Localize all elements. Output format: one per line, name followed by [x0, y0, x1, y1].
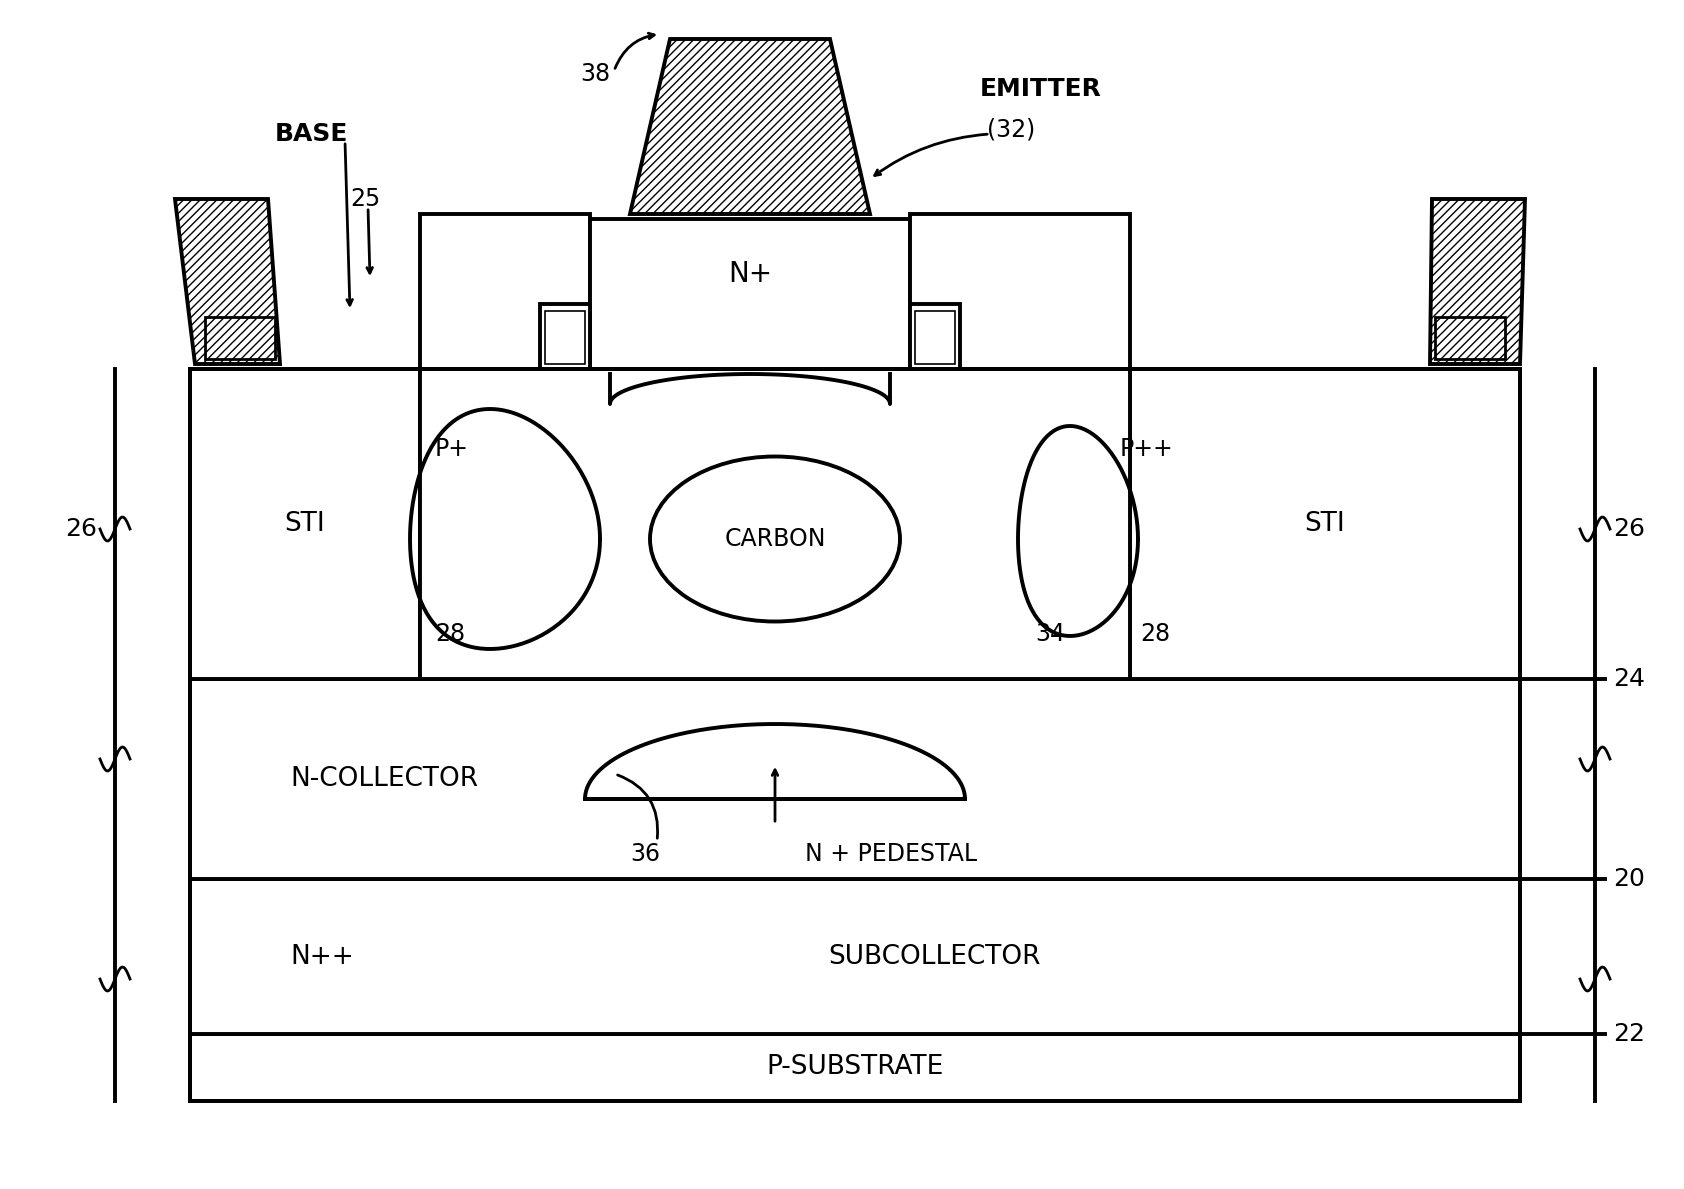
Text: 22: 22: [1613, 1023, 1645, 1046]
Ellipse shape: [650, 457, 899, 622]
Text: 28: 28: [434, 622, 465, 646]
Text: 36: 36: [630, 842, 660, 866]
Polygon shape: [175, 199, 280, 364]
Text: 25: 25: [350, 187, 381, 210]
Text: EMITTER: EMITTER: [980, 77, 1101, 101]
Bar: [589, 219, 909, 369]
Bar: [205, 317, 274, 359]
Bar: [909, 304, 960, 369]
Bar: [419, 214, 589, 369]
Bar: [190, 879, 1521, 1034]
Text: P++: P++: [1120, 438, 1174, 461]
Bar: [546, 312, 584, 364]
Text: N-COLLECTOR: N-COLLECTOR: [290, 766, 478, 792]
Text: (32): (32): [987, 117, 1036, 141]
Text: 26: 26: [66, 517, 98, 541]
Text: P+: P+: [434, 438, 470, 461]
Text: N+: N+: [727, 260, 771, 288]
Text: 24: 24: [1613, 667, 1645, 691]
Text: P-SUBSTRATE: P-SUBSTRATE: [766, 1055, 943, 1081]
Bar: [914, 312, 955, 364]
Bar: [909, 214, 1130, 369]
Text: 26: 26: [1613, 517, 1645, 541]
Polygon shape: [1430, 199, 1526, 364]
Text: N + PEDESTAL: N + PEDESTAL: [805, 842, 977, 866]
Text: CARBON: CARBON: [724, 527, 825, 551]
Bar: [1130, 369, 1521, 679]
Bar: [190, 369, 419, 679]
Bar: [190, 369, 1521, 1101]
Polygon shape: [630, 39, 871, 214]
Text: SUBCOLLECTOR: SUBCOLLECTOR: [829, 944, 1041, 969]
Text: STI: STI: [1305, 511, 1346, 537]
Bar: [190, 1034, 1521, 1101]
Text: STI: STI: [285, 511, 325, 537]
Text: 28: 28: [1140, 622, 1170, 646]
Bar: [190, 679, 1521, 879]
Text: 38: 38: [579, 62, 610, 86]
Bar: [419, 369, 1130, 679]
Text: BASE: BASE: [274, 122, 349, 146]
Bar: [1435, 317, 1505, 359]
Text: 34: 34: [1036, 622, 1064, 646]
Text: 20: 20: [1613, 867, 1645, 891]
Bar: [541, 304, 589, 369]
Text: N++: N++: [290, 944, 354, 969]
